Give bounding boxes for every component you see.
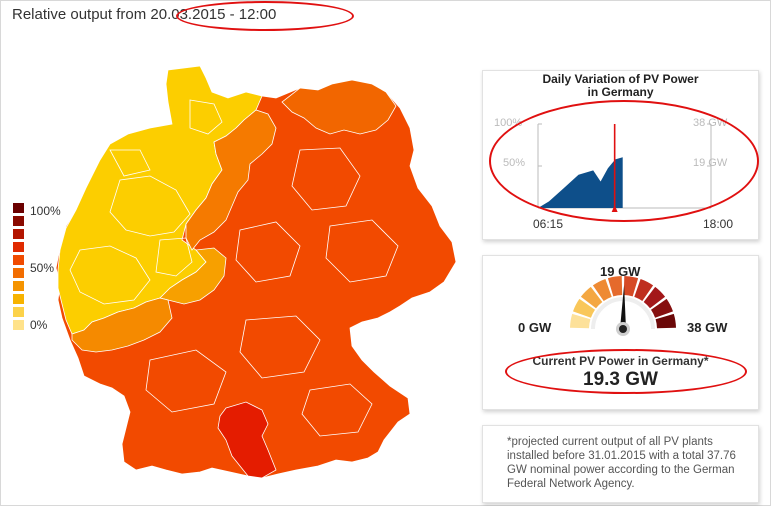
highlight-oval-date (176, 1, 354, 31)
footnote-text: *projected current output of all PV plan… (507, 436, 736, 490)
gauge-segment (592, 279, 612, 301)
gauge-segment (623, 276, 639, 297)
x-tick-start: 06:15 (533, 217, 564, 231)
gauge-segment (573, 298, 595, 318)
district-borders (69, 99, 399, 437)
legend-swatch (13, 320, 24, 330)
map-region-peak[interactable] (217, 401, 277, 479)
gauge-segment (634, 279, 654, 301)
gauge-segment (580, 286, 603, 309)
gauge-segment (607, 276, 623, 297)
gauge-segment (570, 313, 591, 329)
map-region-mid[interactable] (71, 297, 173, 353)
map-region-mid[interactable] (281, 79, 397, 135)
legend-swatch (13, 229, 24, 239)
legend-label-100: 100% (30, 204, 61, 218)
map-region-mid[interactable] (185, 109, 277, 251)
legend-swatch (13, 255, 24, 265)
gauge-max-label: 38 GW (687, 320, 728, 335)
gauge-segment (651, 298, 673, 318)
legend-label-50: 50% (30, 261, 55, 275)
legend-swatch (13, 203, 24, 213)
gauge-min-label: 0 GW (518, 320, 552, 335)
chart-title-line1: Daily Variation of PV Power (542, 72, 699, 86)
gauge-segment (655, 313, 676, 329)
x-tick-end: 18:00 (703, 217, 734, 231)
footnote-panel: *projected current output of all PV plan… (482, 425, 759, 503)
legend-swatch (13, 281, 24, 291)
germany-map (55, 65, 457, 479)
legend-swatch (13, 242, 24, 252)
gauge-needle (620, 285, 626, 330)
legend-swatch (13, 307, 24, 317)
legend-swatch (13, 216, 24, 226)
legend-swatch (13, 268, 24, 278)
legend-swatch (13, 294, 24, 304)
gauge-segment (643, 286, 666, 309)
highlight-oval-gauge (505, 349, 747, 394)
highlight-oval-chart (489, 100, 759, 222)
gauge-top-label: 19 GW (600, 264, 641, 279)
gauge-hub (619, 325, 627, 333)
chart-title: Daily Variation of PV Power in Germany (483, 73, 758, 99)
map-region-mid[interactable] (159, 247, 227, 305)
legend-label-0: 0% (30, 318, 48, 332)
chart-title-line2: in Germany (587, 85, 654, 99)
gauge-svg (570, 276, 676, 336)
